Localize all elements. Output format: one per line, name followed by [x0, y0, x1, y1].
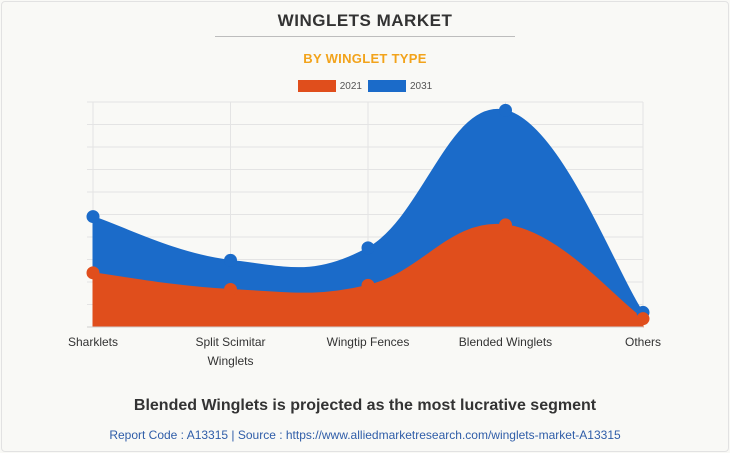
x-tick-label: Split Scimitar — [195, 335, 265, 349]
chart-legend: 2021 2031 — [0, 80, 730, 92]
x-tick-label: Blended Winglets — [459, 335, 552, 349]
x-tick-label: Others — [625, 335, 661, 349]
data-point-2021-3 — [499, 218, 512, 232]
area-series-2021 — [92, 223, 644, 328]
data-point-2021-4 — [636, 312, 650, 326]
data-point-2021-0 — [86, 266, 100, 280]
x-tick-label: Sharklets — [68, 335, 118, 349]
data-point-2031-2 — [361, 241, 375, 255]
title-divider — [215, 36, 515, 37]
data-point-2031-1 — [224, 253, 237, 267]
x-tick-label: Winglets — [207, 354, 253, 368]
data-point-2031-3 — [499, 103, 512, 117]
x-tick-label: Wingtip Fences — [327, 335, 410, 349]
chart-subtitle: BY WINGLET TYPE — [303, 51, 427, 66]
chart-title: WINGLETS MARKET — [277, 11, 453, 30]
legend-swatch-2031 — [368, 80, 406, 92]
footer-headline: Blended Winglets is projected as the mos… — [133, 397, 597, 414]
data-point-2021-2 — [361, 278, 375, 292]
legend-swatch-2021 — [297, 80, 336, 92]
legend-label-2031: 2031 — [410, 80, 433, 92]
data-point-2031-0 — [86, 210, 100, 224]
data-point-2021-1 — [224, 283, 237, 296]
legend-item-2021[interactable]: 2021 — [297, 80, 362, 92]
footer-source: Report Code : A13315 | Source : https://… — [109, 428, 621, 442]
legend-label-2021: 2021 — [339, 80, 362, 92]
legend-item-2031[interactable]: 2031 — [368, 80, 432, 92]
